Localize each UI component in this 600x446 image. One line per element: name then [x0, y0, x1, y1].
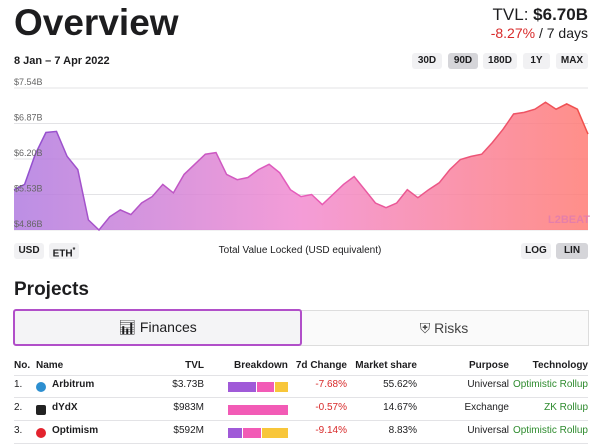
column-header: Purpose [468, 360, 509, 371]
market-share: 8.83% [388, 425, 417, 436]
tvl-change-row: -8.27% / 7 days [491, 25, 588, 41]
breakdown-segment [228, 405, 288, 415]
column-header: Breakdown [234, 360, 288, 371]
purpose: Exchange [464, 402, 509, 413]
tvl: $3.73B [172, 379, 204, 390]
technology: Optimistic Rollup [512, 425, 588, 436]
tab-text: Risks [434, 320, 469, 336]
y-tick-label: $6.20B [14, 148, 43, 158]
tvl: $983M [173, 402, 204, 413]
row-number: 2. [14, 402, 23, 413]
change: -7.68% [315, 379, 347, 390]
change: -0.57% [315, 402, 347, 413]
change: -9.14% [315, 425, 347, 436]
y-tick-label: $4.86B [14, 219, 43, 229]
row-number: 1. [14, 379, 23, 390]
column-header: Technology [532, 360, 588, 371]
tab-text: Finances [139, 319, 197, 335]
project-icon [36, 382, 46, 392]
project-name: dYdX [52, 402, 78, 413]
breakdown-segment [228, 382, 256, 392]
divider [14, 397, 588, 398]
currency-button[interactable]: USD [14, 243, 44, 259]
y-tick-label: $7.54B [14, 77, 43, 87]
project-icon [36, 405, 46, 415]
tab-label: ⛨ Risks [419, 320, 469, 336]
divider [14, 420, 588, 421]
purpose: Universal [467, 379, 509, 390]
chart-caption: Total Value Locked (USD equivalent) [218, 245, 382, 256]
range-button[interactable]: 90D [448, 53, 478, 69]
project-icon [36, 428, 46, 438]
project-name: Optimism [52, 425, 99, 436]
breakdown-segment [243, 428, 261, 438]
technology: Optimistic Rollup [512, 379, 588, 390]
tvl-change: -8.27% [490, 25, 536, 41]
project-name: Arbitrum [52, 379, 95, 390]
technology: ZK Rollup [544, 402, 588, 413]
range-button[interactable]: 30D [412, 53, 442, 69]
watermark: L2BEAT [548, 214, 590, 226]
range-button[interactable]: MAX [556, 53, 588, 69]
tab[interactable]: ⛨ Risks [300, 310, 589, 346]
scale-button[interactable]: LOG [521, 243, 551, 259]
currency-button[interactable]: ETH* [49, 243, 79, 259]
breakdown-segment [262, 428, 288, 438]
tab-label: 📊︎ Finances [118, 319, 197, 335]
column-header: Market share [355, 360, 417, 371]
currency-note: * [72, 247, 76, 254]
tab-active[interactable]: 📊︎ Finances [13, 309, 302, 346]
chart: $4.86B $5.53B $6.20B $6.87B $7.54B [13, 77, 589, 232]
y-tick-label: $5.53B [14, 184, 43, 194]
line [13, 101, 589, 232]
row-number: 3. [14, 425, 23, 436]
breakdown-segment [228, 428, 242, 438]
range-button[interactable]: 1Y [523, 53, 550, 69]
column-header: No. [14, 360, 31, 371]
page-title: Overview [14, 2, 179, 43]
purpose: Universal [467, 425, 509, 436]
column-header: TVL [185, 360, 204, 371]
currency-label: ETH [52, 248, 73, 260]
breakdown-segment [257, 382, 274, 392]
breakdown-segment [275, 382, 288, 392]
section-title: Projects [14, 279, 89, 300]
y-tick-label: $6.87B [14, 113, 43, 123]
column-header: 7d Change [295, 360, 347, 371]
tvl: $592M [173, 425, 204, 436]
tvl-label: TVL: [492, 5, 529, 24]
range-button[interactable]: 180D [483, 53, 517, 69]
market-share: 55.62% [383, 379, 417, 390]
scale-button[interactable]: LIN [556, 243, 588, 259]
divider [14, 443, 588, 444]
divider [14, 375, 588, 376]
area [14, 102, 588, 230]
tvl-value: $6.70B [533, 5, 588, 24]
column-header: Name [36, 360, 64, 371]
date-range: 8 Jan – 7 Apr 2022 [14, 55, 110, 67]
market-share: 14.67% [383, 402, 417, 413]
tvl-period: / 7 days [538, 25, 588, 41]
tvl-summary: TVL: $6.70B [493, 5, 588, 25]
